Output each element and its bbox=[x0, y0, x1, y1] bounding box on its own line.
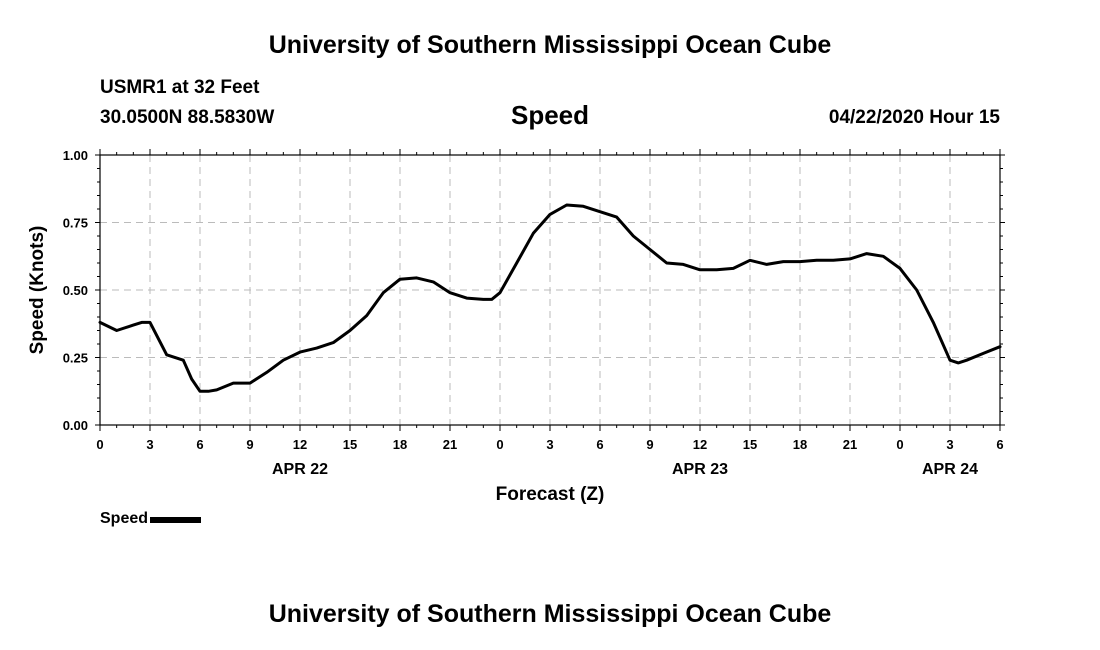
series-points bbox=[99, 204, 1001, 392]
chart-title: Speed bbox=[510, 100, 590, 130]
y-tick-label: 0.00 bbox=[63, 418, 88, 433]
x-tick-label: 0 bbox=[496, 437, 503, 452]
x-tick-label: 21 bbox=[843, 437, 857, 452]
date-label: APR 22 bbox=[272, 461, 328, 478]
x-tick-label: 3 bbox=[546, 437, 553, 452]
page-title: University of Southern Mississippi Ocean… bbox=[268, 31, 832, 59]
footer-title: University of Southern Mississippi Ocean… bbox=[268, 600, 832, 628]
x-tick-label: 21 bbox=[443, 437, 457, 452]
x-tick-label: 6 bbox=[996, 437, 1003, 452]
legend: Speed bbox=[100, 510, 202, 528]
x-tick-label: 12 bbox=[693, 437, 707, 452]
x-tick-label: 0 bbox=[896, 437, 903, 452]
x-tick-label: 0 bbox=[96, 437, 103, 452]
x-tick-label: 15 bbox=[343, 437, 357, 452]
x-axis-title: Forecast (Z) bbox=[496, 484, 605, 505]
x-tick-label: 9 bbox=[246, 437, 253, 452]
x-tick-label: 15 bbox=[743, 437, 757, 452]
label-layer: 0.00 0.25 0.50 0.75 1.00 0 3 6 9 12 15 18 21 0 3 6 9 12 15… bbox=[63, 148, 1004, 478]
x-tick-label: 9 bbox=[646, 437, 653, 452]
x-tick-label: 6 bbox=[196, 437, 203, 452]
tick-layer bbox=[95, 149, 1005, 431]
y-axis-title: Speed (Knots) bbox=[27, 226, 48, 355]
x-tick-label: 18 bbox=[793, 437, 807, 452]
y-tick-label: 0.75 bbox=[63, 216, 88, 231]
legend-label: Speed bbox=[100, 510, 149, 527]
datetime-label: 04/22/2020 Hour 15 bbox=[828, 107, 1000, 128]
y-tick-label: 0.25 bbox=[63, 351, 88, 366]
x-tick-label: 12 bbox=[293, 437, 307, 452]
coordinates-label: 30.0500N 88.5830W bbox=[100, 107, 275, 128]
y-tick-label: 1.00 bbox=[63, 148, 88, 163]
legend-swatch bbox=[150, 517, 202, 523]
date-label: APR 23 bbox=[672, 461, 728, 478]
x-tick-label: 18 bbox=[393, 437, 407, 452]
x-tick-label: 3 bbox=[146, 437, 153, 452]
date-label: APR 24 bbox=[922, 461, 978, 478]
x-tick-label: 6 bbox=[596, 437, 603, 452]
y-tick-label: 0.50 bbox=[63, 283, 88, 298]
station-label: USMR1 at 32 Feet bbox=[100, 77, 260, 98]
x-tick-label: 3 bbox=[946, 437, 953, 452]
